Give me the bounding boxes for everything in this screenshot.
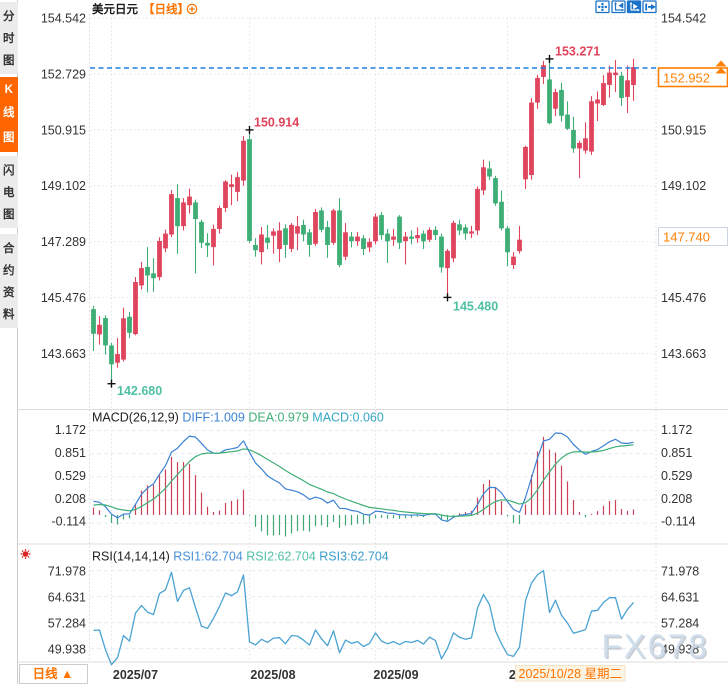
svg-text:49.938: 49.938	[48, 643, 86, 657]
svg-text:1.172: 1.172	[55, 423, 86, 437]
svg-text:145.476: 145.476	[41, 291, 86, 305]
svg-text:-0.114: -0.114	[51, 515, 86, 529]
svg-text:143.663: 143.663	[41, 347, 86, 361]
svg-text:2025/07: 2025/07	[113, 668, 158, 682]
svg-text:152.729: 152.729	[41, 67, 86, 81]
svg-text:MACD(26,12,9) DIFF:1.009 DEA:0: MACD(26,12,9) DIFF:1.009 DEA:0.979 MACD:…	[92, 411, 384, 425]
svg-text:153.271: 153.271	[555, 45, 600, 59]
svg-text:145.476: 145.476	[661, 291, 706, 305]
svg-text:0.208: 0.208	[661, 492, 692, 506]
svg-text:150.915: 150.915	[661, 123, 706, 137]
svg-text:71.978: 71.978	[48, 565, 86, 579]
svg-text:0.529: 0.529	[55, 469, 86, 483]
svg-text:71.978: 71.978	[661, 565, 699, 579]
svg-text:142.680: 142.680	[117, 384, 162, 398]
svg-text:147.289: 147.289	[41, 235, 86, 249]
svg-text:150.914: 150.914	[254, 116, 299, 130]
svg-text:149.102: 149.102	[41, 179, 86, 193]
svg-text:0.851: 0.851	[55, 446, 86, 460]
svg-text:152.952: 152.952	[663, 71, 710, 86]
svg-text:2025/08: 2025/08	[250, 668, 295, 682]
svg-text:RSI(14,14,14) RSI1:62.704 RSI2: RSI(14,14,14) RSI1:62.704 RSI2:62.704 RS…	[92, 550, 389, 564]
svg-text:1.172: 1.172	[661, 423, 692, 437]
svg-text:-0.114: -0.114	[661, 515, 696, 529]
svg-text:0.529: 0.529	[661, 469, 692, 483]
svg-text:64.631: 64.631	[661, 591, 699, 605]
svg-text:57.284: 57.284	[48, 617, 86, 631]
svg-text:FX678: FX678	[603, 629, 710, 666]
svg-text:154.542: 154.542	[41, 12, 86, 26]
svg-text:143.663: 143.663	[661, 347, 706, 361]
svg-text:FX678: FX678	[602, 628, 709, 665]
svg-text:64.631: 64.631	[48, 591, 86, 605]
svg-text:57.284: 57.284	[661, 617, 699, 631]
svg-text:2025/10/28 星期二: 2025/10/28 星期二	[519, 667, 623, 681]
svg-text:49.938: 49.938	[661, 643, 699, 657]
svg-text:145.480: 145.480	[453, 300, 498, 314]
svg-text:147.740: 147.740	[663, 230, 710, 245]
svg-text:美元日元【日线】: 美元日元 【日线】	[92, 2, 189, 16]
svg-text:0.851: 0.851	[661, 446, 692, 460]
svg-text:2025/09: 2025/09	[373, 668, 418, 682]
svg-text:0.208: 0.208	[55, 492, 86, 506]
svg-text:154.542: 154.542	[661, 12, 706, 26]
svg-text:149.102: 149.102	[661, 179, 706, 193]
svg-text:150.915: 150.915	[41, 123, 86, 137]
